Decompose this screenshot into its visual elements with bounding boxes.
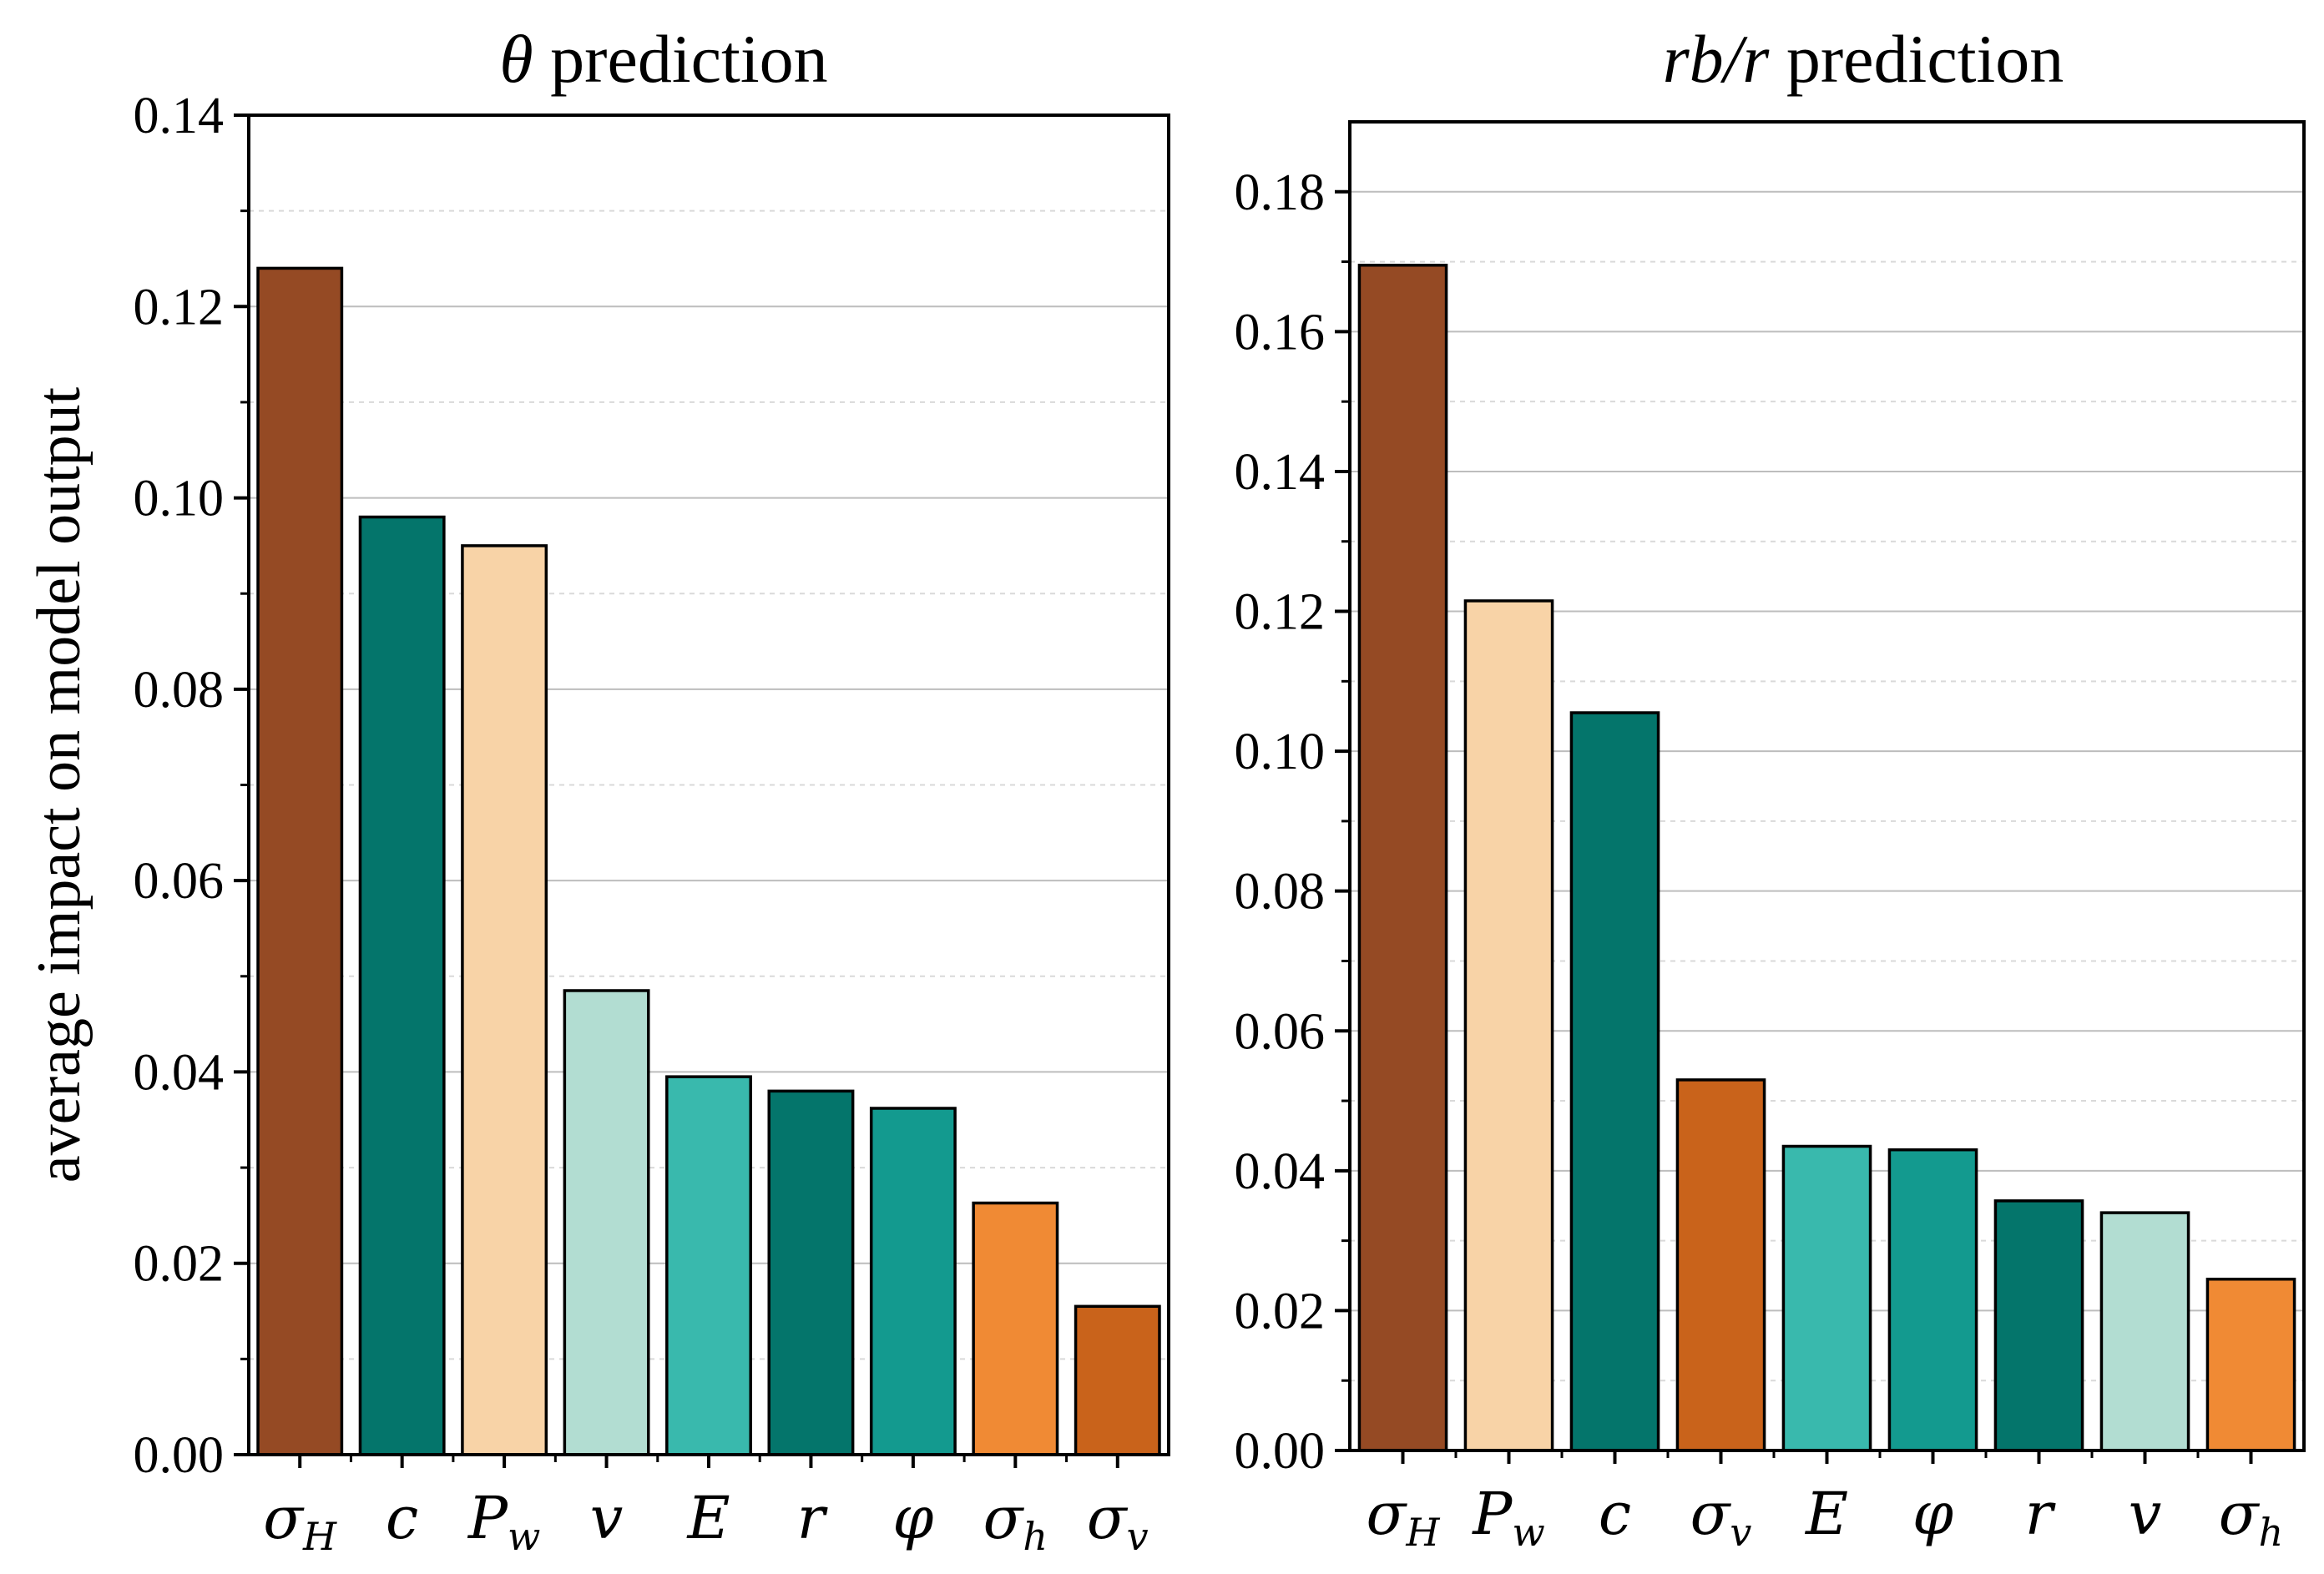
bar <box>256 266 344 1456</box>
bar <box>2099 1211 2190 1452</box>
plot-frame <box>247 114 1170 1456</box>
y-tick-label: 0.10 <box>134 471 225 527</box>
x-tick-label: σv <box>1087 1484 1149 1559</box>
bar <box>1463 599 1554 1452</box>
x-tick-label: Pw <box>467 1484 540 1559</box>
rb-r-prediction-panel: 0.00 0.02 0.04 0.06 0.08 0.10 0.12 0.14 0.16 0.18… <box>1235 21 2306 1555</box>
y-tick-label: 0.06 <box>1235 1003 1326 1060</box>
x-tick-label: v <box>2129 1480 2162 1548</box>
bar <box>1993 1199 2084 1452</box>
x-tick-label: σH <box>263 1484 337 1559</box>
bar <box>1569 711 1660 1452</box>
x-tick-label: r <box>797 1484 828 1552</box>
y-tick-label: 0.12 <box>134 279 225 335</box>
x-tick-label: r <box>2025 1480 2056 1548</box>
plot-frame <box>1348 120 2306 1452</box>
x-tick-label: σv <box>1690 1480 1752 1555</box>
x-tick-label: E <box>685 1484 730 1552</box>
y-tick-label: 0.16 <box>1235 304 1326 361</box>
bar <box>2205 1277 2296 1452</box>
x-tick-label: v <box>590 1484 624 1552</box>
x-tick-label: φ <box>1912 1480 1953 1548</box>
y-tick-label: 0.06 <box>134 853 225 910</box>
y-tick-label: 0.14 <box>1235 444 1326 501</box>
y-tick-label: 0.08 <box>134 662 225 719</box>
y-tick-label: 0.02 <box>1235 1283 1326 1339</box>
x-tick-label: φ <box>892 1484 933 1552</box>
y-tick-label: 0.18 <box>1235 164 1326 221</box>
bar <box>461 544 548 1456</box>
y-tick-label: 0.04 <box>134 1044 225 1101</box>
y-tick-label: 0.02 <box>134 1236 225 1293</box>
y-tick-label: 0.00 <box>1235 1423 1326 1480</box>
bar <box>1781 1144 1872 1452</box>
bar <box>972 1201 1059 1456</box>
y-tick-label: 0.10 <box>1235 724 1326 780</box>
y-tick-label: 0.00 <box>134 1427 225 1484</box>
y-tick-label: 0.04 <box>1235 1143 1326 1200</box>
chart-title: rb/r prediction <box>1663 21 2064 97</box>
bar <box>1675 1078 1766 1452</box>
x-tick-label: σh <box>2219 1480 2283 1555</box>
y-axis-label: average impact on model output <box>25 386 93 1183</box>
chart-title: θ prediction <box>499 21 827 97</box>
bar <box>1357 264 1448 1452</box>
y-tick-label: 0.08 <box>1235 864 1326 921</box>
bar <box>563 989 650 1456</box>
y-tick-label: 0.14 <box>134 88 225 144</box>
x-tick-label: σH <box>1367 1480 1441 1555</box>
x-tick-label: E <box>1804 1480 1848 1548</box>
bar <box>665 1075 752 1456</box>
bar <box>1074 1304 1161 1456</box>
x-tick-label: σh <box>983 1484 1048 1559</box>
x-tick-label: c <box>1599 1480 1631 1548</box>
x-tick-label: c <box>386 1484 418 1552</box>
bar <box>767 1089 855 1456</box>
bar <box>1887 1148 1978 1452</box>
bar <box>869 1107 957 1456</box>
bar <box>358 515 446 1456</box>
x-tick-label: Pw <box>1471 1480 1544 1555</box>
y-tick-label: 0.12 <box>1235 584 1326 641</box>
